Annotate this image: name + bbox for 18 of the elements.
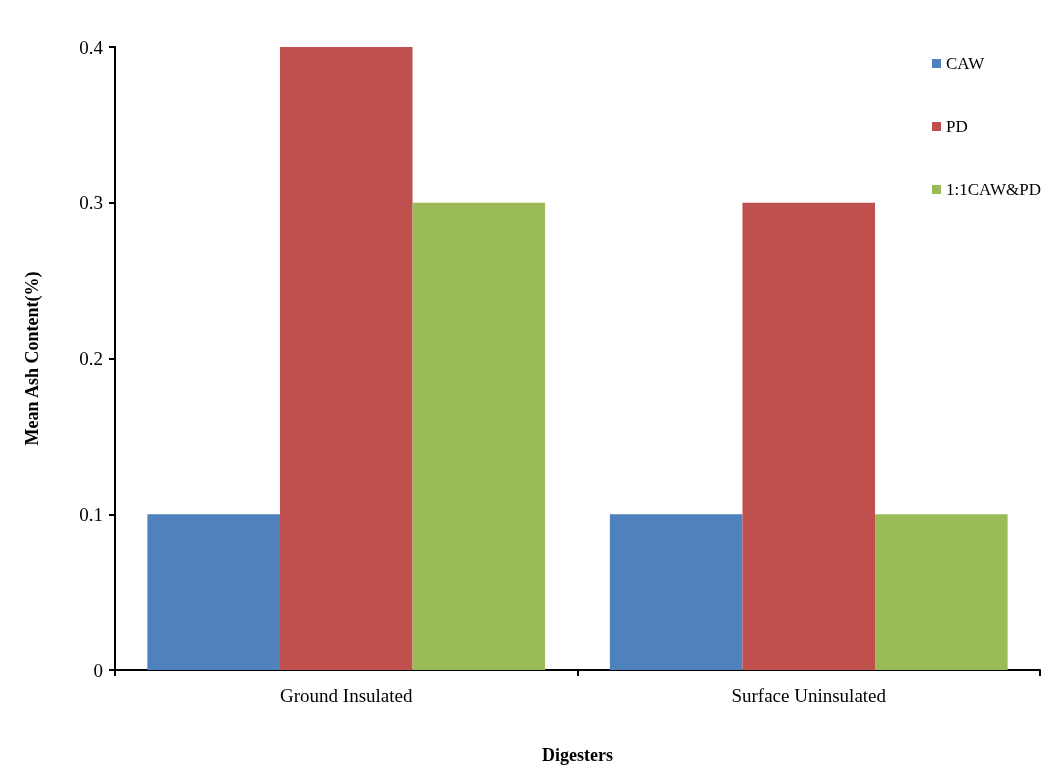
y-tick-label: 0.3 <box>79 192 103 214</box>
legend-label: CAW <box>946 54 986 73</box>
y-tick-label: 0.4 <box>79 36 104 58</box>
y-axis-title: Mean Ash Content(%) <box>22 271 43 446</box>
bar <box>609 514 743 670</box>
legend-label: PD <box>946 117 968 136</box>
bar <box>875 514 1008 670</box>
x-tick-label: Ground Insulated <box>280 685 413 706</box>
bar <box>412 202 546 670</box>
x-tick-label: Surface Uninsulated <box>731 685 887 706</box>
bar <box>279 47 413 670</box>
x-axis-title: Digesters <box>542 745 613 765</box>
legend-label: 1:1CAW&PD <box>946 180 1042 199</box>
bar <box>147 514 280 670</box>
y-tick-label: 0.1 <box>79 503 103 525</box>
y-tick-label: 0.2 <box>79 348 103 369</box>
bar <box>742 202 876 670</box>
y-tick-label: 0 <box>93 659 103 681</box>
